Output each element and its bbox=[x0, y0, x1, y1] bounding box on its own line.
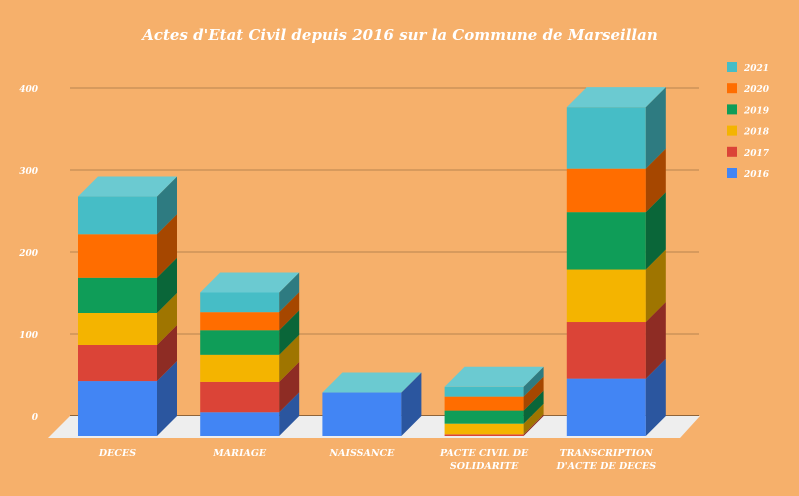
bar-segment-2020 bbox=[78, 234, 157, 278]
bar-side-2017 bbox=[157, 324, 177, 382]
bar-segment-2016 bbox=[200, 412, 280, 436]
y-tick-label: 0 bbox=[32, 413, 39, 423]
legend-swatch-2016 bbox=[727, 168, 737, 178]
bar-side-2016 bbox=[279, 392, 300, 436]
bar-side-2017 bbox=[645, 302, 666, 379]
x-tick-label: MARIAGE bbox=[212, 448, 267, 459]
legend-swatch-2017 bbox=[727, 146, 737, 157]
bar-side-2021 bbox=[523, 366, 544, 397]
bar-segment-2018 bbox=[444, 423, 524, 435]
bar-segment-2016 bbox=[78, 381, 157, 436]
legend-label: 2021 bbox=[743, 64, 769, 74]
legend-label: 2016 bbox=[743, 170, 770, 180]
bar-side-2019 bbox=[157, 257, 177, 313]
x-tick-label: SOLIDARITE bbox=[450, 461, 519, 472]
bar-side-2019 bbox=[645, 192, 666, 270]
bar-side-2021 bbox=[157, 176, 177, 235]
bar-side-2018 bbox=[157, 293, 177, 345]
bar-segment-2019 bbox=[200, 330, 280, 355]
bar-segment-2021 bbox=[78, 196, 157, 235]
bar-side-2018 bbox=[279, 334, 300, 382]
bar-side-2016 bbox=[157, 361, 177, 436]
chart-title: Actes d'Etat Civil depuis 2016 sur la Co… bbox=[140, 26, 658, 44]
bar-side-2017 bbox=[523, 414, 544, 436]
bar-segment-2017 bbox=[200, 381, 280, 413]
x-tick-label: TRANSCRIPTION bbox=[560, 448, 654, 459]
y-tick-label: 300 bbox=[19, 167, 39, 177]
bar-segment-2018 bbox=[78, 313, 157, 345]
bar-segment-2018 bbox=[566, 269, 646, 323]
x-tick-label: D'ACTE DE DECES bbox=[555, 461, 656, 472]
bar-side-2017 bbox=[279, 361, 300, 413]
y-tick-label: 100 bbox=[19, 331, 39, 341]
legend-label: 2019 bbox=[743, 106, 770, 116]
bar-side-2019 bbox=[279, 310, 300, 355]
bar-side-2016 bbox=[401, 372, 422, 436]
bar-segment-2021 bbox=[566, 107, 646, 169]
bar-top bbox=[200, 272, 300, 293]
bar-segment-2020 bbox=[566, 168, 646, 213]
bar-segment-2018 bbox=[200, 354, 280, 382]
bar-segment-2019 bbox=[566, 212, 646, 270]
bar-top bbox=[78, 176, 177, 197]
legend-swatch-2020 bbox=[727, 83, 737, 94]
legend-swatch-2019 bbox=[727, 104, 737, 115]
bar-side-2018 bbox=[645, 249, 666, 323]
x-tick-label: PACTE CIVIL DE bbox=[439, 448, 529, 459]
bar-segment-2016 bbox=[566, 378, 646, 436]
bar-side-2021 bbox=[645, 87, 666, 169]
bar-segment-2020 bbox=[200, 312, 280, 331]
bar-side-2018 bbox=[523, 403, 544, 435]
bar-top bbox=[322, 372, 422, 393]
bar-top bbox=[566, 87, 666, 108]
bar-side-2019 bbox=[523, 390, 544, 424]
bar-segment-2021 bbox=[200, 292, 280, 313]
legend-label: 2017 bbox=[743, 149, 770, 159]
bar-side-2020 bbox=[279, 292, 300, 331]
x-tick-label: DECES bbox=[98, 448, 136, 459]
bar-segment-2019 bbox=[444, 410, 524, 424]
bar-segment-2017 bbox=[78, 344, 157, 382]
y-tick-label: 200 bbox=[18, 249, 39, 259]
bar-segment-2016 bbox=[322, 392, 402, 436]
y-tick-label: 400 bbox=[19, 85, 39, 95]
bar-side-2016 bbox=[645, 358, 666, 436]
bar-side-2020 bbox=[523, 376, 544, 411]
bar-top bbox=[444, 366, 544, 387]
bar-segment-2020 bbox=[444, 396, 524, 411]
bar-segment-2017 bbox=[566, 322, 646, 379]
legend-label: 2018 bbox=[743, 128, 770, 138]
bar-side-2020 bbox=[645, 148, 666, 213]
legend-swatch-2021 bbox=[727, 62, 737, 72]
bar-side-2020 bbox=[157, 214, 177, 278]
bar-segment-2021 bbox=[444, 386, 524, 397]
x-tick-label: NAISSANCE bbox=[328, 448, 395, 459]
bar-segment-2019 bbox=[78, 277, 157, 313]
legend-label: 2020 bbox=[743, 85, 770, 95]
bar-side-2021 bbox=[279, 272, 300, 313]
legend-swatch-2018 bbox=[727, 125, 737, 136]
bar-segment-2017 bbox=[444, 434, 524, 436]
